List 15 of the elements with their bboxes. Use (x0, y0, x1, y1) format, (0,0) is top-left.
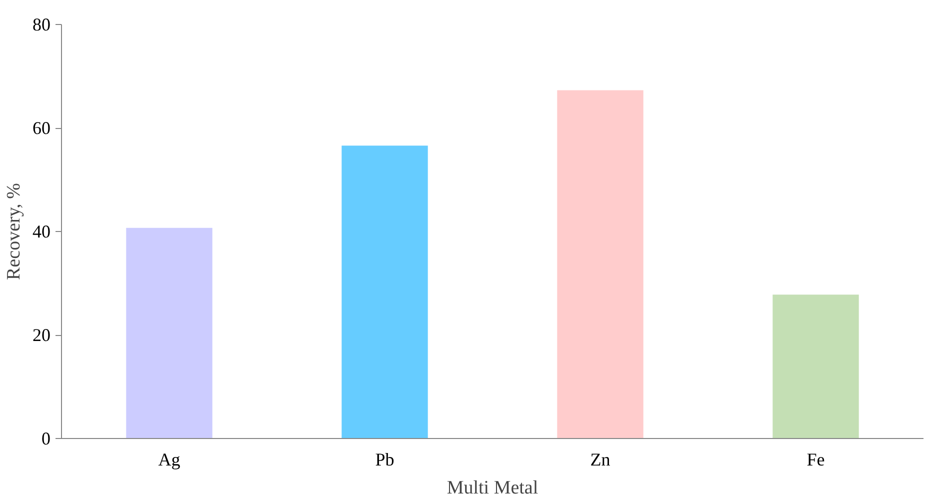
bar (126, 228, 212, 438)
y-tick-label: 40 (32, 222, 50, 242)
x-tick-label: Pb (375, 450, 394, 470)
bar (557, 90, 644, 438)
y-tick-label: 0 (42, 428, 50, 448)
bar (342, 146, 428, 438)
y-tick-label: 80 (32, 14, 50, 34)
x-tick-label: Ag (158, 450, 180, 470)
y-tick-label: 20 (32, 325, 50, 345)
bar (772, 294, 859, 438)
y-tick-label: 60 (32, 118, 50, 138)
y-axis-title: Recovery, % (4, 182, 24, 280)
x-tick-label: Zn (590, 450, 610, 470)
x-tick-label: Fe (806, 450, 825, 470)
x-axis-title: Multi Metal (446, 478, 538, 498)
